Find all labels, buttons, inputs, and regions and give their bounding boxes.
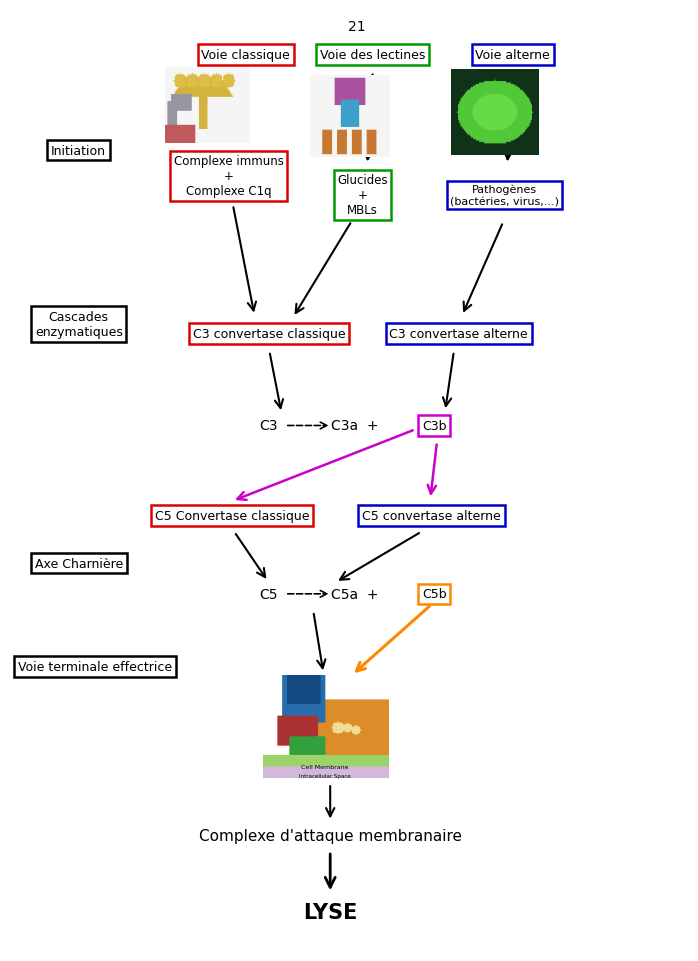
- Text: Voie des lectines: Voie des lectines: [320, 49, 426, 62]
- Text: Axe Charnière: Axe Charnière: [35, 557, 123, 570]
- Text: C5b: C5b: [422, 588, 447, 601]
- Text: C5a  +: C5a +: [331, 587, 378, 602]
- Text: LYSE: LYSE: [303, 902, 357, 923]
- Text: Voie alterne: Voie alterne: [475, 49, 550, 62]
- Text: C3 convertase alterne: C3 convertase alterne: [389, 328, 528, 341]
- Text: C3 convertase classique: C3 convertase classique: [193, 328, 346, 341]
- Text: Initiation: Initiation: [51, 144, 106, 158]
- Text: Voie classique: Voie classique: [201, 49, 290, 62]
- Text: C5 convertase alterne: C5 convertase alterne: [362, 509, 501, 523]
- Text: Complexe immuns
+
Complexe C1q: Complexe immuns + Complexe C1q: [174, 155, 284, 198]
- Text: 21: 21: [348, 19, 366, 34]
- Text: Pathogènes
(bactéries, virus,...): Pathogènes (bactéries, virus,...): [450, 185, 559, 207]
- Text: Cascades
enzymatiques: Cascades enzymatiques: [35, 310, 123, 338]
- Text: C3b: C3b: [422, 420, 447, 432]
- Text: Glucides
+
MBLs: Glucides + MBLs: [337, 174, 388, 217]
- Text: Voie terminale effectrice: Voie terminale effectrice: [18, 660, 172, 674]
- Text: Complexe d'attaque membranaire: Complexe d'attaque membranaire: [199, 828, 461, 844]
- Text: C5 Convertase classique: C5 Convertase classique: [155, 509, 309, 523]
- Text: C3: C3: [259, 419, 277, 433]
- Text: C3a  +: C3a +: [331, 419, 378, 433]
- Text: C5: C5: [259, 587, 277, 602]
